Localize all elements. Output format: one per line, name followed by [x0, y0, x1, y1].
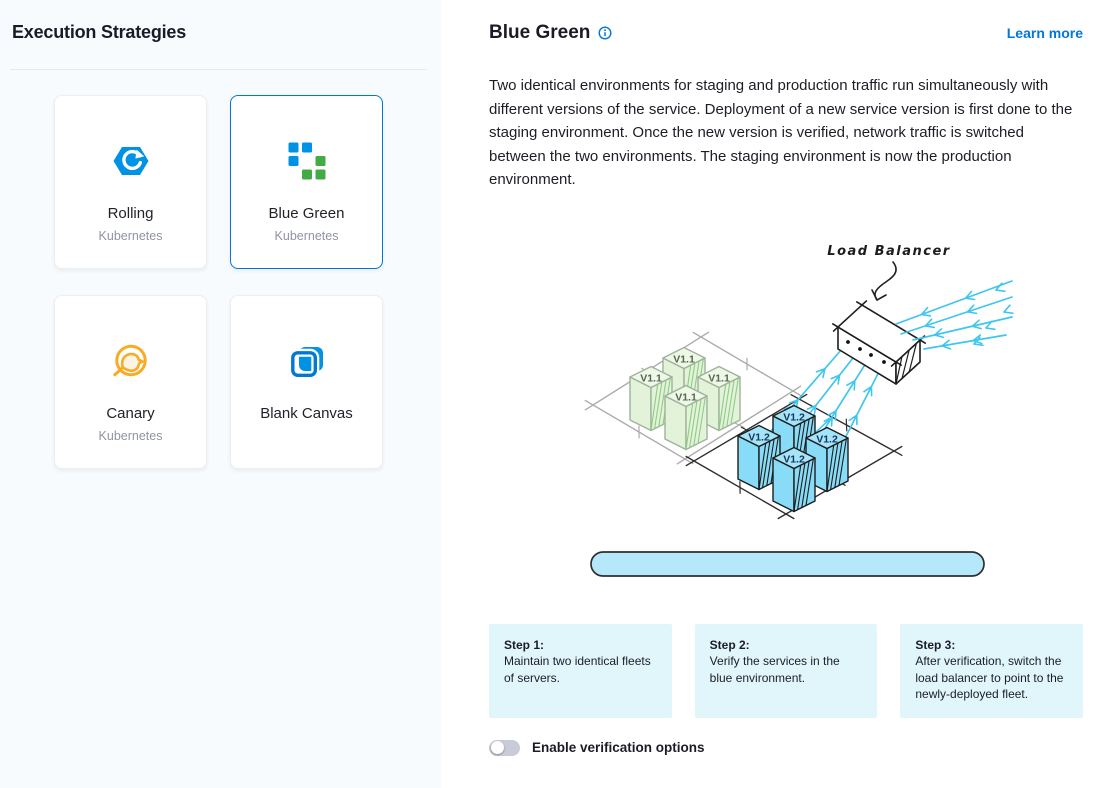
divider	[10, 69, 427, 70]
svg-text:V1.2: V1.2	[783, 453, 805, 465]
load-balancer-label: Load Balancer	[827, 244, 951, 259]
step-text: Maintain two identical fleets of servers…	[504, 654, 651, 685]
strategy-card-rolling[interactable]: Rolling Kubernetes	[54, 95, 207, 269]
staging-fleet-cubes: V1.1 V1.1 V1.1 V1.1	[629, 346, 741, 450]
svg-text:V1.2: V1.2	[748, 431, 770, 443]
svg-text:V1.1: V1.1	[673, 353, 695, 365]
step-title: Step 3:	[915, 637, 956, 652]
learn-more-link[interactable]: Learn more	[1006, 25, 1083, 41]
strategy-card-canary[interactable]: Canary Kubernetes	[54, 295, 207, 469]
step-box-1: Step 1: Maintain two identical fleets of…	[489, 623, 672, 718]
blank-canvas-icon	[287, 341, 327, 381]
strategy-card-blank-canvas[interactable]: Blank Canvas	[230, 295, 383, 469]
step-box-3: Step 3: After verification, switch the l…	[900, 623, 1084, 718]
rolling-icon	[111, 141, 151, 181]
canary-icon	[111, 341, 151, 381]
strategy-card-subtitle: Kubernetes	[98, 429, 163, 443]
detail-title: Blue Green	[489, 22, 591, 43]
steps-row: Step 1: Maintain two identical fleets of…	[489, 623, 1084, 718]
strategy-card-subtitle: Kubernetes	[98, 229, 163, 243]
svg-text:V1.1: V1.1	[675, 391, 697, 403]
verification-toggle[interactable]	[489, 739, 520, 756]
step-text: After verification, switch the load bala…	[915, 654, 1064, 701]
strategy-card-blue-green[interactable]: Blue Green Kubernetes	[230, 95, 383, 269]
strategy-card-title: Rolling	[107, 205, 154, 222]
execution-strategies-panel: Execution Strategies Rolling Kubernetes	[0, 0, 441, 788]
step-text: Verify the services in the blue environm…	[709, 654, 840, 685]
strategy-card-subtitle: Kubernetes	[274, 229, 339, 243]
verification-toggle-row: Enable verification options	[489, 739, 1083, 756]
strategy-card-title: Canary	[106, 405, 155, 422]
svg-text:V1.1: V1.1	[708, 372, 730, 384]
svg-text:V1.2: V1.2	[816, 433, 838, 445]
info-icon[interactable]	[598, 26, 612, 40]
strategy-detail-panel: Blue Green Learn more Two identical envi…	[441, 0, 1119, 788]
load-balancer-box	[832, 299, 926, 385]
step-title: Step 1:	[504, 637, 545, 652]
svg-text:V1.2: V1.2	[783, 411, 805, 423]
staging-platform	[584, 331, 802, 464]
strategy-card-title: Blank Canvas	[260, 405, 353, 422]
progress-pill	[590, 550, 985, 577]
step-title: Step 2:	[709, 637, 750, 652]
blue-green-diagram: V1.1 V1.1 V1.1 V1.1 V1.2 V1.2 V1.2 V1.2 Load Ba…	[560, 224, 1014, 586]
strategy-card-title: Blue Green	[268, 205, 345, 222]
strategy-card-grid: Rolling Kubernetes Blue Green Kubernetes	[54, 95, 441, 469]
panel-title: Execution Strategies	[12, 22, 187, 42]
production-fleet-cubes: V1.2 V1.2 V1.2 V1.2	[737, 404, 849, 512]
step-box-2: Step 2: Verify the services in the blue …	[694, 623, 878, 718]
blue-green-icon	[288, 141, 326, 181]
load-balancer-pointer-arrow	[871, 260, 897, 301]
incoming-traffic-arrows	[895, 279, 1014, 350]
toggle-knob	[490, 741, 504, 754]
verification-toggle-label: Enable verification options	[532, 740, 705, 755]
strategy-description: Two identical environments for staging a…	[489, 77, 1073, 188]
svg-text:V1.1: V1.1	[640, 372, 662, 384]
